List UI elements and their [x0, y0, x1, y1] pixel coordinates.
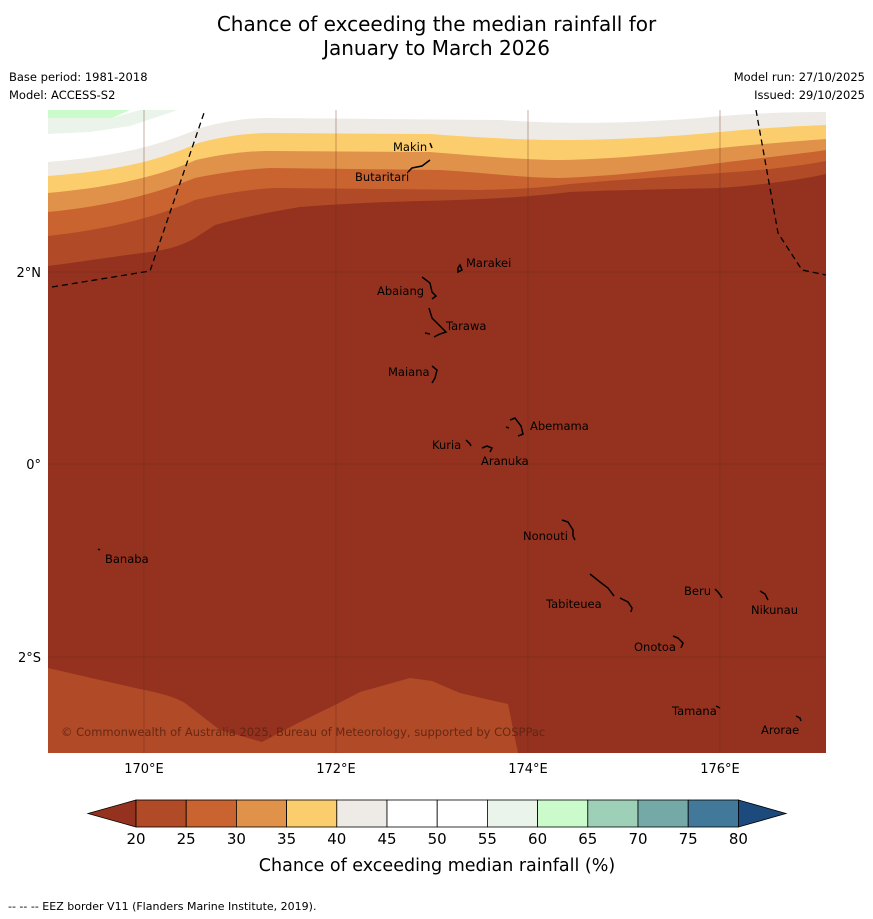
label-aranuka: Aranuka [481, 454, 529, 468]
meta-left: Base period: 1981-2018 Model: ACCESS-S2 [9, 70, 148, 102]
band-20-25-south [48, 668, 518, 753]
model-name: Model: ACCESS-S2 [9, 88, 116, 102]
lat-label-2n: 2°N [17, 266, 42, 281]
island-tamana [715, 705, 721, 709]
axis-labels: 2°N 0° 2°S 170°E 172°E 174°E 176°E [17, 266, 740, 777]
island-onotoa [672, 635, 684, 649]
island-abemama-w [505, 426, 510, 429]
tick-50: 50 [428, 830, 447, 848]
colorbar-35-40 [286, 799, 338, 828]
graticule [48, 110, 826, 753]
lon-label-172e: 172°E [316, 762, 356, 777]
label-tarawa: Tarawa [445, 319, 486, 333]
island-kuria [465, 439, 472, 447]
colorbar-50-55 [436, 799, 488, 828]
island-butaritari [407, 159, 431, 173]
band-60-65 [48, 110, 130, 118]
meta-right: Model run: 27/10/2025 Issued: 29/10/2025 [734, 70, 865, 102]
island-beru [714, 588, 723, 599]
colorbar-label: Chance of exceeding median rainfall (%) [259, 856, 615, 876]
label-abemama: Abemama [530, 419, 589, 433]
chart-title: Chance of exceeding the median rainfall … [0, 12, 873, 60]
label-makin: Makin [393, 140, 427, 154]
island-marakei [457, 263, 463, 274]
colorbar [86, 799, 788, 828]
tick-70: 70 [628, 830, 647, 848]
tick-35: 35 [277, 830, 296, 848]
island-maiana [431, 365, 438, 384]
colorbar-extend-low [86, 799, 137, 828]
island-arorae [795, 715, 802, 722]
label-abaiang: Abaiang [377, 284, 424, 298]
tick-20: 20 [126, 830, 145, 848]
label-marakei: Marakei [466, 256, 511, 270]
eez-footnote: -- -- -- EEZ border V11 (Flanders Marine… [8, 900, 317, 913]
island-aranuka [481, 445, 494, 453]
label-nonouti: Nonouti [523, 529, 568, 543]
label-maiana: Maiana [388, 365, 430, 379]
label-tabiteuea: Tabiteuea [545, 597, 602, 611]
lat-label-0: 0° [26, 458, 41, 473]
band-below-20 [48, 174, 826, 753]
label-beru: Beru [684, 584, 711, 598]
tick-30: 30 [227, 830, 246, 848]
tick-75: 75 [679, 830, 698, 848]
colorbar-70-75 [637, 799, 689, 828]
island-tabiteuea-n [589, 573, 615, 597]
eez-border [51, 110, 826, 288]
tick-45: 45 [377, 830, 396, 848]
island-nikunau [759, 590, 769, 601]
tick-60: 60 [528, 830, 547, 848]
tick-80: 80 [729, 830, 748, 848]
colorbar-75-80 [687, 799, 739, 828]
colorbar-45-50 [386, 799, 438, 828]
island-abemama [509, 417, 524, 437]
island-banaba [97, 548, 101, 551]
lon-label-176e: 176°E [700, 762, 740, 777]
colorbar-30-35 [235, 799, 287, 828]
island-nonouti [561, 519, 576, 541]
label-tamana: Tamana [671, 704, 717, 718]
copyright-note: © Commonwealth of Australia 2025, Bureau… [61, 725, 545, 739]
model-run: Model run: 27/10/2025 [733, 70, 865, 84]
lon-label-174e: 174°E [508, 762, 548, 777]
tick-25: 25 [177, 830, 196, 848]
label-nikunau: Nikunau [751, 603, 798, 617]
colorbar-20-25 [135, 799, 187, 828]
lon-label-170e: 170°E [124, 762, 164, 777]
tick-40: 40 [327, 830, 346, 848]
island-makin [429, 142, 433, 149]
island-tarawa-w [424, 332, 431, 335]
eez-border-west [51, 110, 206, 288]
island-tarawa [428, 307, 448, 338]
label-onotoa: Onotoa [634, 640, 676, 654]
colorbar-25-30 [185, 799, 237, 828]
place-labels: Makin Butaritari Marakei Abaiang Tarawa … [105, 140, 799, 737]
colorbar-55-60 [486, 799, 538, 828]
label-banaba: Banaba [105, 552, 149, 566]
issued-date: Issued: 29/10/2025 [754, 88, 865, 102]
colorbar-ticks: 20 25 30 35 40 45 50 55 60 65 70 75 80 [126, 830, 747, 848]
islands [97, 142, 802, 722]
colorbar-40-45 [336, 799, 388, 828]
title-line-1: Chance of exceeding the median rainfall … [216, 12, 657, 36]
island-abaiang [421, 276, 438, 300]
probability-field [48, 110, 826, 753]
lat-label-2s: 2°S [18, 651, 41, 666]
base-period: Base period: 1981-2018 [9, 70, 148, 84]
colorbar-65-70 [587, 799, 639, 828]
colorbar-60-65 [537, 799, 589, 828]
label-arorae: Arorae [761, 723, 799, 737]
tick-65: 65 [578, 830, 597, 848]
label-butaritari: Butaritari [355, 170, 409, 184]
island-tabiteuea-s [619, 597, 633, 613]
tick-55: 55 [478, 830, 497, 848]
title-line-2: January to March 2026 [323, 36, 550, 60]
eez-border-east [755, 110, 826, 276]
band-55-60 [48, 110, 178, 134]
label-kuria: Kuria [432, 438, 461, 452]
colorbar-extend-high [738, 799, 788, 828]
